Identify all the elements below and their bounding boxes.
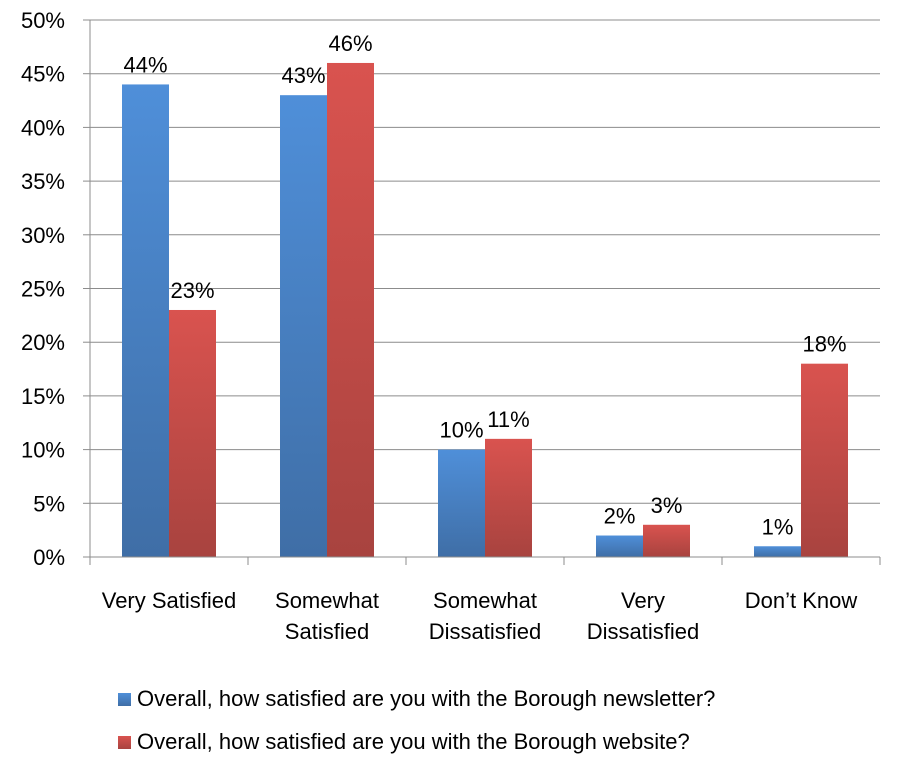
legend-item-newsletter: Overall, how satisfied are you with the …	[118, 684, 715, 714]
data-label: 43%	[281, 63, 325, 88]
x-category-label: Don’t Know	[745, 588, 858, 613]
legend: Overall, how satisfied are you with the …	[118, 684, 715, 770]
data-label: 46%	[328, 31, 372, 56]
bar	[327, 62, 374, 558]
y-tick-label: 5%	[33, 491, 65, 516]
bars	[122, 62, 848, 558]
y-tick-label: 20%	[21, 330, 65, 355]
x-category-label-line: Somewhat	[275, 588, 379, 613]
data-label: 18%	[802, 332, 846, 357]
data-label: 44%	[123, 52, 167, 77]
bar	[169, 309, 216, 557]
y-tick-label: 30%	[21, 223, 65, 248]
legend-label-newsletter: Overall, how satisfied are you with the …	[137, 686, 716, 711]
bar-chart: 0% 5% 10% 15% 20% 25% 30% 35% 40% 45% 50% 44% 23% Ver…	[21, 8, 881, 644]
labels: 0% 5% 10% 15% 20% 25% 30% 35% 40% 45% 50% 44% 23% Ver…	[21, 8, 857, 644]
y-tick-label: 40%	[21, 115, 65, 140]
x-category-label: Very Dissatisfied	[587, 588, 699, 644]
x-category-label-line: Somewhat	[433, 588, 537, 613]
bar	[280, 95, 327, 558]
y-tick-label: 50%	[21, 8, 65, 33]
y-tick-label: 35%	[21, 169, 65, 194]
x-category-label-line: Satisfied	[285, 619, 369, 644]
bar	[596, 535, 643, 557]
x-category-label: Very Satisfied	[102, 588, 237, 613]
legend-swatch-newsletter	[118, 692, 131, 706]
x-category-label-line: Dissatisfied	[587, 619, 699, 644]
data-label: 2%	[604, 504, 636, 529]
y-tick-label: 0%	[33, 545, 65, 570]
x-category-label-line: Dissatisfied	[429, 619, 541, 644]
bar	[754, 546, 801, 557]
axes	[83, 19, 881, 565]
legend-item-website: Overall, how satisfied are you with the …	[118, 727, 715, 757]
data-label: 3%	[651, 493, 683, 518]
y-tick-label: 45%	[21, 62, 65, 87]
gridlines	[90, 19, 880, 504]
data-label: 23%	[170, 278, 214, 303]
bar	[122, 84, 169, 557]
data-label: 11%	[487, 407, 529, 432]
x-category-label-line: Very	[621, 588, 665, 613]
bar	[485, 438, 532, 557]
x-category-label: Somewhat Satisfied	[275, 588, 379, 644]
bar	[438, 449, 485, 557]
x-category-label-line: Don’t Know	[745, 588, 858, 613]
data-label: 10%	[439, 418, 483, 443]
data-label: 1%	[762, 514, 794, 539]
x-category-label: Somewhat Dissatisfied	[429, 588, 541, 644]
bar	[643, 524, 690, 557]
legend-swatch-website	[118, 735, 131, 749]
y-tick-label: 10%	[21, 438, 65, 463]
y-tick-label: 15%	[21, 384, 65, 409]
x-category-label-line: Very Satisfied	[102, 588, 237, 613]
legend-label-website: Overall, how satisfied are you with the …	[137, 729, 690, 754]
y-tick-label: 25%	[21, 277, 65, 302]
bar	[801, 363, 848, 557]
